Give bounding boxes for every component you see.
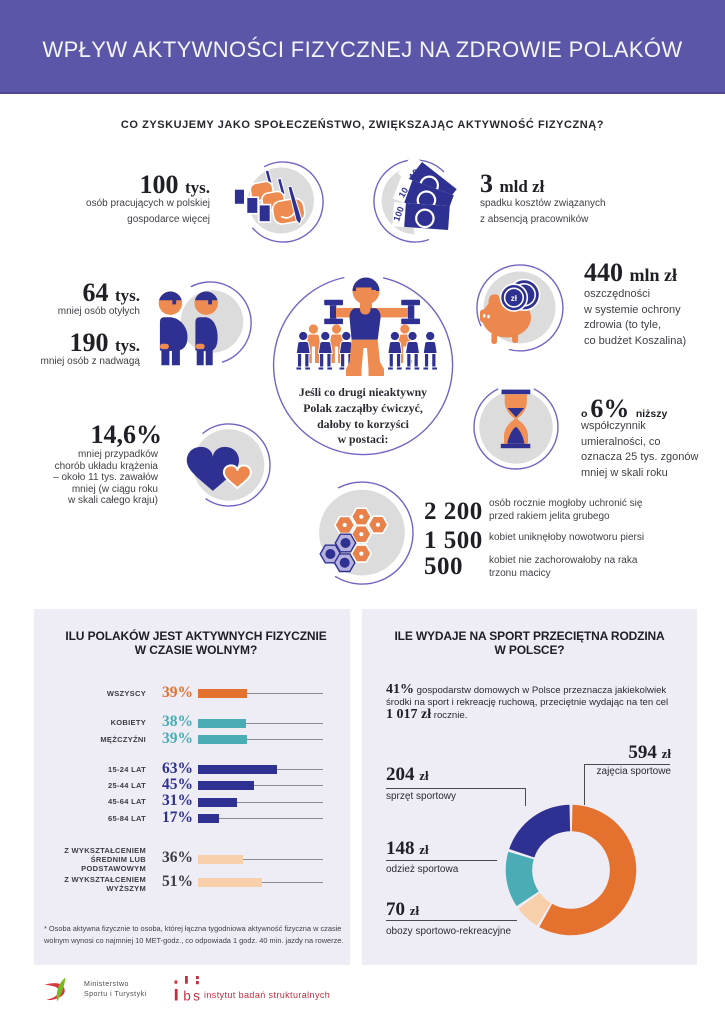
svg-text:10: 10 (407, 167, 421, 181)
svg-text:zł: zł (511, 294, 518, 303)
svg-text:s: s (193, 991, 201, 1004)
svg-text:b: b (183, 991, 191, 1004)
svg-text:100: 100 (391, 205, 406, 223)
svg-text:10: 10 (397, 186, 411, 200)
